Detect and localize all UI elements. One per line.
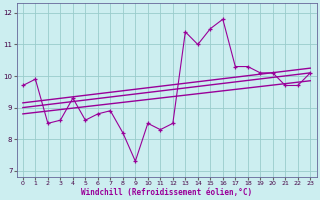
X-axis label: Windchill (Refroidissement éolien,°C): Windchill (Refroidissement éolien,°C) [81,188,252,197]
